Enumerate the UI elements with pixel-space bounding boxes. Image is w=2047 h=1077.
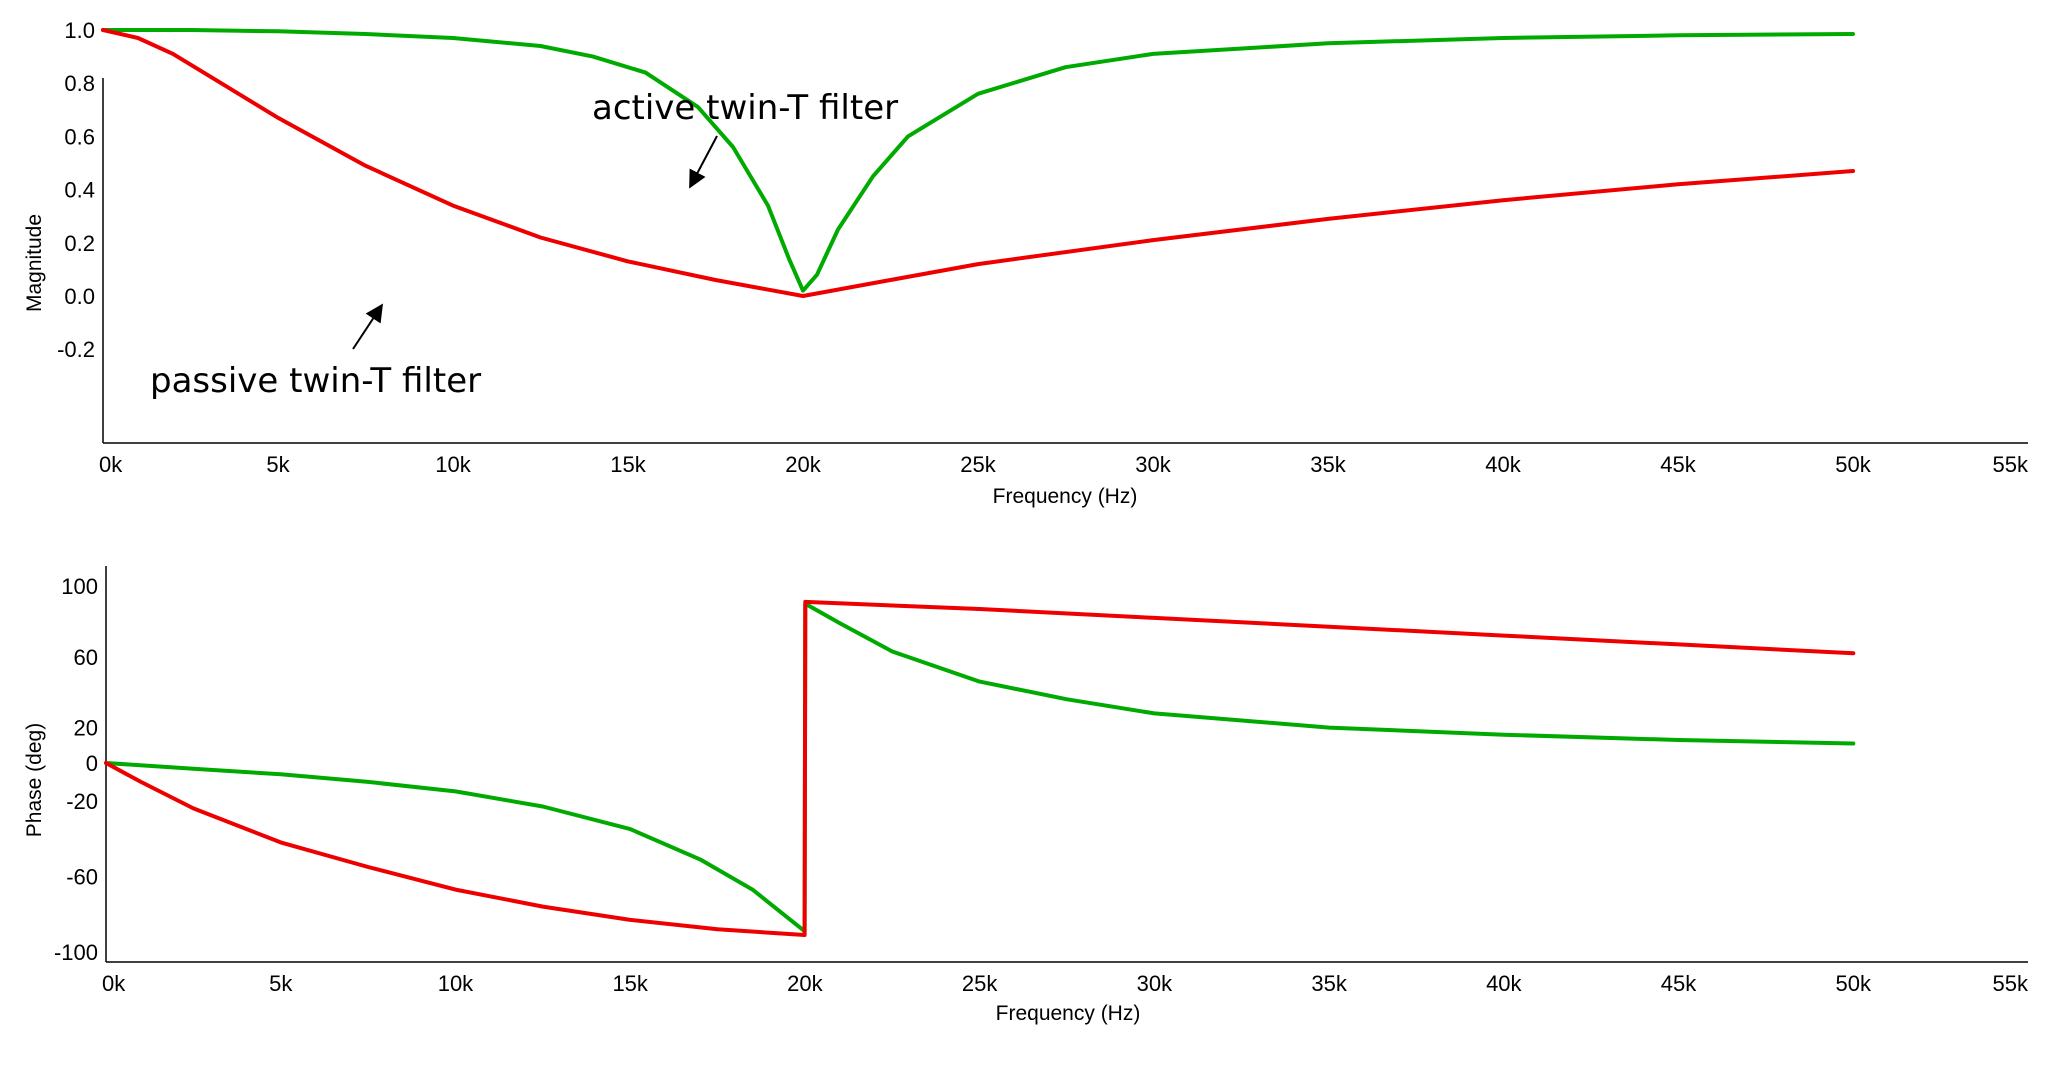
magnitude-plot: 1.21.00.80.60.40.20.0-0.2 0k5k10k15k20k2… [23,18,2029,508]
magnitude-x-tick-label: 40k [1485,452,1521,477]
magnitude-series-line-1 [101,28,1855,293]
phase-x-tick-label: 0k [102,971,126,996]
phase-x-tick-label: 5k [269,971,293,996]
phase-series-line-2 [104,599,1856,937]
magnitude-y-tick-label: 1.0 [64,18,95,43]
phase-x-tick-label: 25k [962,971,998,996]
phase-x-tick-label: 55k [1993,971,2029,996]
magnitude-x-axis-label: Frequency (Hz) [993,485,1138,508]
phase-y-tick-label: -100 [54,940,98,965]
magnitude-y-tick-label: 0.0 [64,284,95,309]
phase-x-tick-label: 20k [787,971,823,996]
magnitude-x-tick-label: 50k [1835,452,1871,477]
magnitude-y-tick-label: 0.4 [64,178,95,203]
phase-x-axis-label: Frequency (Hz) [996,1002,1141,1025]
phase-x-tick-label: 35k [1311,971,1347,996]
phase-y-tick-label: 60 [74,645,98,670]
phase-y-tick-label: 20 [74,716,98,741]
phase-x-tick-label: 45k [1661,971,1697,996]
phase-y-tick-label: 0 [86,751,98,776]
magnitude-y-tick-label: -0.2 [57,337,95,362]
magnitude-y-axis-label: Magnitude [23,214,46,312]
magnitude-y-tick-label: 0.2 [64,231,95,256]
phase-series-line-1 [104,601,1856,934]
annotation-active-twin-t: active twin-T filter [592,88,898,128]
magnitude-x-tick-label: 25k [960,452,996,477]
phase-x-tick-label: 50k [1836,971,1872,996]
magnitude-x-tick-label: 15k [610,452,646,477]
magnitude-x-tick-label: 10k [435,452,471,477]
magnitude-x-tick-label: 35k [1310,452,1346,477]
phase-x-tick-label: 40k [1486,971,1522,996]
phase-x-tick-label: 15k [612,971,648,996]
magnitude-x-tick-label: 55k [1993,452,2029,477]
phase-y-tick-label: 100 [61,574,98,599]
phase-x-tick-label: 30k [1137,971,1173,996]
phase-x-tick-label: 10k [438,971,474,996]
annotation-passive-arrow [352,303,383,350]
magnitude-x-tick-label: 20k [785,452,821,477]
phase-plot: 100 60 20 0 -20 -60 -100 0k 5k 10k 15k 20k 25k 30k 35… [23,566,2029,1025]
magnitude-x-tick-label: 30k [1135,452,1171,477]
magnitude-x-tick-label: 45k [1660,452,1696,477]
magnitude-y-tick-label: 0.6 [64,124,95,149]
phase-y-tick-label: -20 [66,789,98,814]
magnitude-y-tick-label: 0.8 [64,71,95,96]
magnitude-x-tick-label: 5k [266,452,290,477]
magnitude-x-tick-label: 0k [99,452,123,477]
phase-y-axis-label: Phase (deg) [23,723,46,837]
magnitude-series-line-2 [101,28,1855,298]
annotation-passive-twin-t: passive twin-T filter [150,361,481,401]
phase-y-tick-label: -60 [66,864,98,889]
annotation-active-arrow [689,135,718,189]
